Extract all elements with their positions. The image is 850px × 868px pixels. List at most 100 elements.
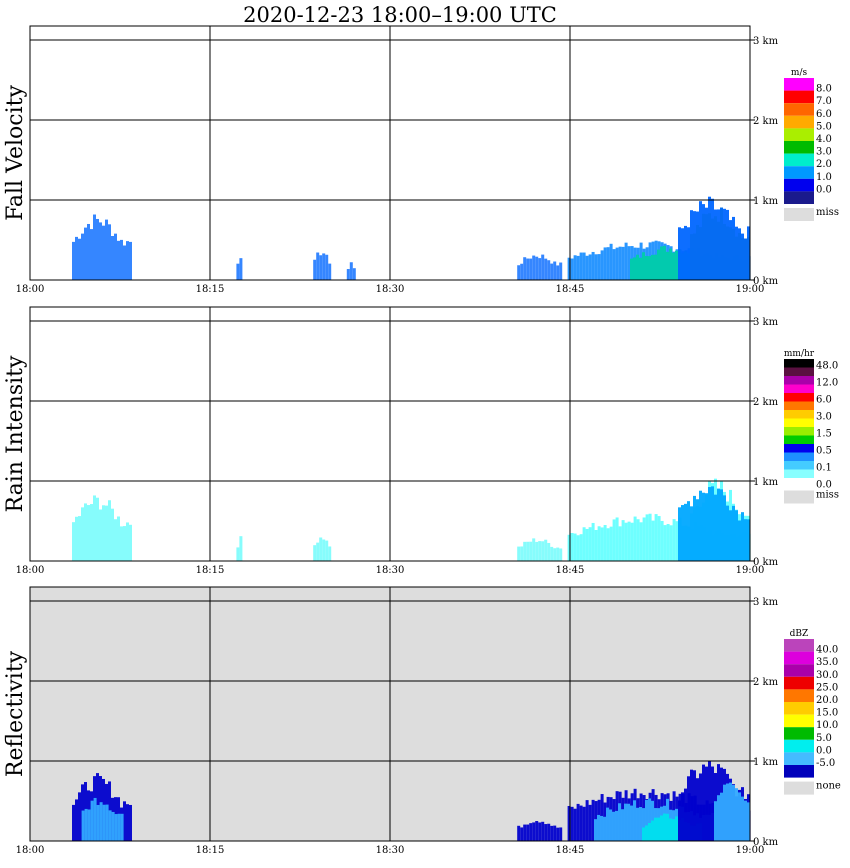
echo-column: [111, 811, 115, 841]
echo-column: [672, 519, 676, 561]
y-tick-label: 3 km: [753, 317, 779, 328]
legend-swatch: [784, 418, 814, 427]
echo-column: [322, 539, 326, 561]
legend-swatch: [784, 714, 814, 728]
x-tick-label: 18:30: [376, 284, 405, 295]
echo-column: [702, 492, 705, 561]
echo-column: [81, 810, 85, 841]
echo-column: [129, 804, 132, 841]
echo-column: [630, 805, 633, 841]
echo-column: [624, 242, 628, 280]
echo-column: [72, 804, 75, 841]
echo-column: [90, 800, 94, 841]
echo-column: [681, 505, 684, 561]
echo-column: [573, 808, 577, 841]
echo-column: [600, 527, 604, 561]
legend-label: 0.0: [816, 480, 832, 491]
echo-column: [87, 505, 90, 561]
panel-rain-intensity: 0 km 1 km 2 km 3 km 18:00 18:15 18:30 18:45 19:0…: [3, 306, 839, 576]
echo-column: [576, 255, 580, 280]
y-tick-label: 3 km: [753, 597, 779, 608]
echo-column: [517, 265, 521, 280]
echo-column: [639, 807, 642, 841]
echo-column: [114, 233, 117, 280]
echo-column: [624, 522, 628, 561]
echo-column: [603, 816, 606, 841]
echo-column: [693, 211, 696, 280]
legend-swatch: [784, 376, 814, 385]
legend-swatch: [784, 452, 814, 461]
echo-column: [105, 804, 109, 841]
echo-column: [696, 499, 699, 561]
legend-swatch: [784, 752, 814, 765]
legend-miss-swatch: [784, 208, 814, 221]
echo-column: [239, 258, 243, 280]
echo-column: [129, 524, 132, 561]
echo-column: [319, 537, 323, 561]
echo-column: [690, 506, 693, 561]
echo-column: [612, 811, 615, 841]
echo-column: [547, 823, 551, 841]
echo-column: [120, 526, 123, 561]
legend-swatch: [784, 651, 814, 665]
echo-column: [111, 508, 114, 561]
echo-column: [720, 792, 723, 841]
echo-column: [663, 245, 666, 280]
echo-column: [573, 255, 577, 280]
echo-column: [675, 521, 679, 561]
echo-column: [714, 801, 717, 841]
echo-column: [75, 799, 78, 841]
echo-column: [639, 522, 643, 561]
legend-swatch: [784, 676, 814, 690]
legend: m/s 8.07.0 6.05.0 4.0 3.02.0 1.00.0 miss: [784, 68, 839, 221]
echo-column: [693, 770, 696, 841]
echo-column: [615, 517, 619, 561]
echo-column: [99, 802, 103, 841]
legend-label: 40.0: [816, 645, 838, 656]
legend-label: 30.0: [816, 670, 838, 681]
echo-column: [529, 258, 533, 280]
x-tick-label: 18:45: [556, 284, 585, 295]
echo-column: [535, 256, 539, 280]
echo-column: [87, 223, 90, 280]
echo-column: [645, 825, 648, 841]
echo-column: [690, 210, 693, 280]
echo-column: [78, 792, 81, 841]
y-tick-label: 1 km: [753, 757, 779, 768]
echo-column: [735, 226, 738, 280]
legend-label: 5.0: [816, 733, 832, 744]
echo-column: [117, 813, 121, 841]
echo-column: [105, 219, 108, 280]
echo-column: [123, 245, 126, 280]
echo-column: [93, 797, 97, 841]
legend-miss-label: none: [816, 781, 841, 792]
chart-title: 2020-12-23 18:00–19:00 UTC: [243, 3, 557, 27]
echo-column: [624, 803, 627, 841]
echo-column: [678, 800, 681, 841]
legend-swatch: [784, 435, 814, 444]
echo-column: [550, 263, 554, 280]
echo-column: [747, 226, 750, 280]
echo-column: [642, 827, 645, 841]
echo-column: [606, 807, 609, 841]
echo-column: [702, 764, 705, 841]
y-tick-label: 2 km: [753, 397, 779, 408]
echo-column: [313, 259, 317, 280]
echo-column: [236, 547, 240, 561]
echo-column: [675, 250, 678, 280]
echo-column: [582, 527, 586, 561]
echo-column: [741, 512, 744, 561]
echo-column: [585, 255, 589, 280]
legend-swatch: [784, 461, 814, 470]
echo-column: [532, 822, 536, 841]
echo-column: [732, 505, 735, 561]
legend-label: 0.1: [816, 463, 832, 474]
legend-label: 7.0: [816, 96, 832, 107]
echo-blob: [313, 537, 332, 561]
echo-column: [541, 821, 545, 841]
echo-column: [108, 224, 111, 280]
legend-swatch: [784, 115, 814, 129]
echo-column: [657, 516, 661, 561]
echo-column: [738, 228, 741, 280]
echo-column: [117, 240, 120, 280]
